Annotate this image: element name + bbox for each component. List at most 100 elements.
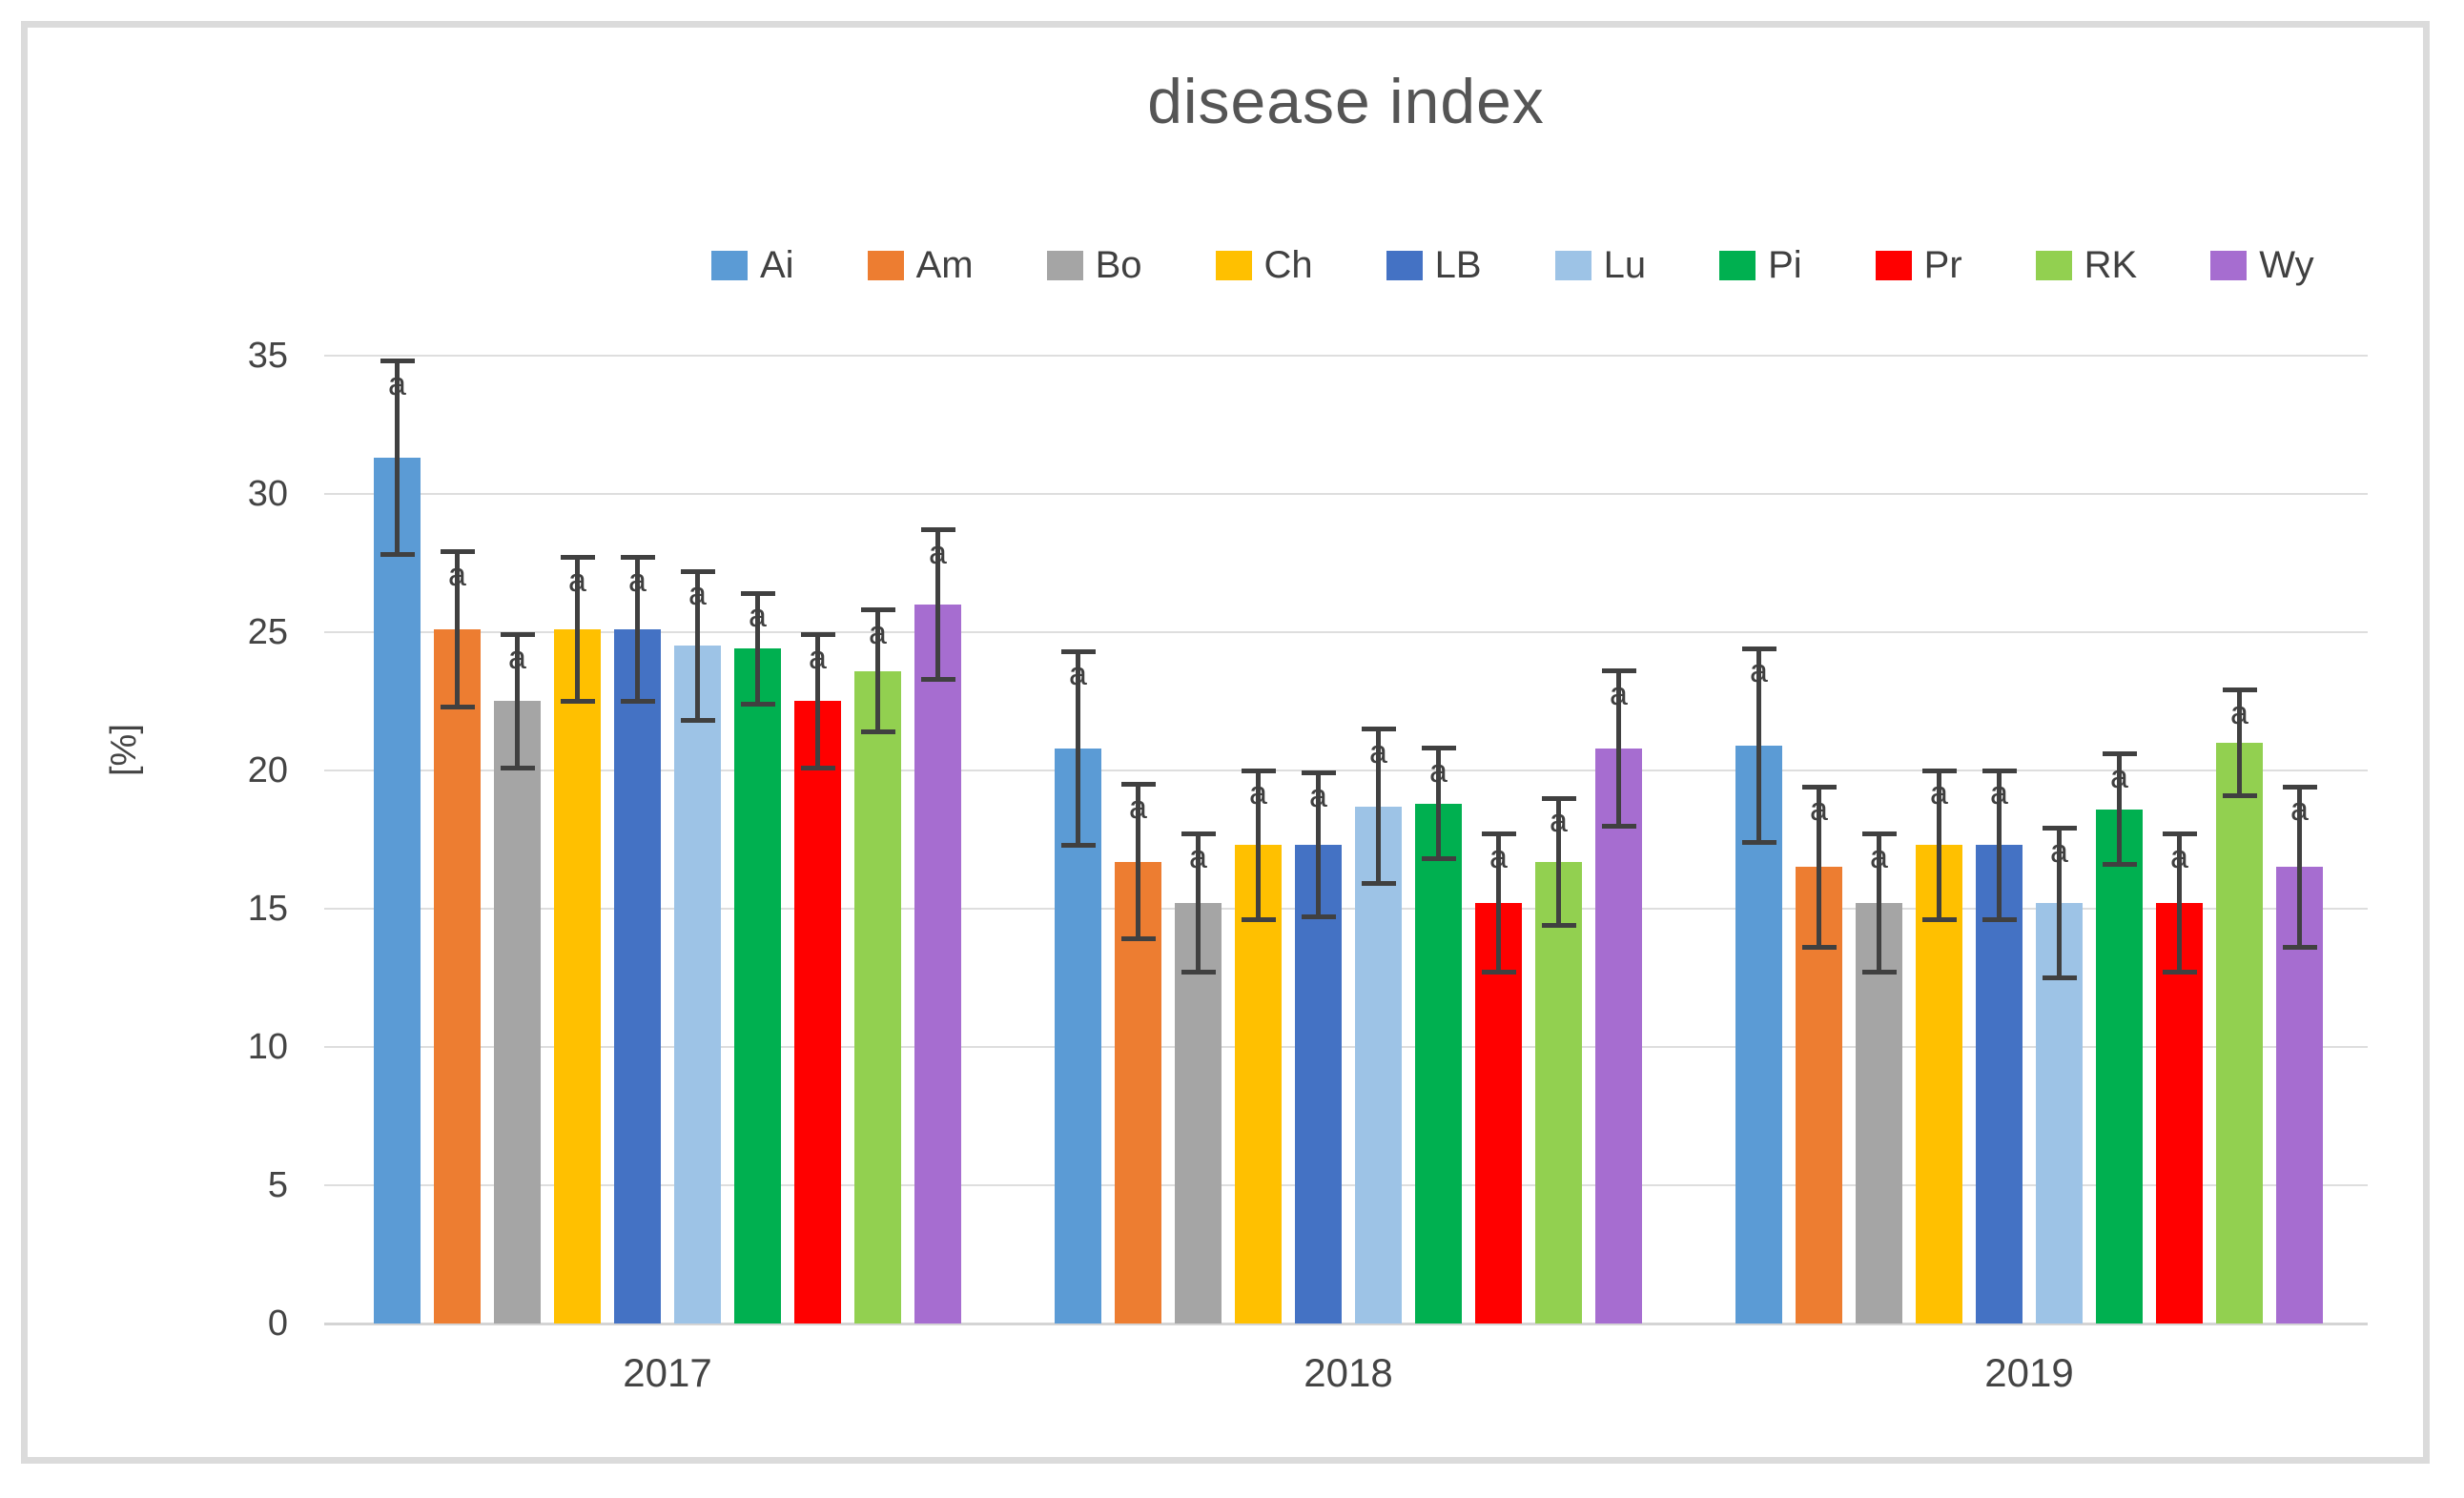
error-bar-cap: [860, 728, 895, 734]
legend-item[interactable]: Pi: [1719, 244, 1802, 287]
error-bar: [1196, 833, 1201, 973]
error-bar-cap: [1861, 831, 1897, 837]
y-tick-label: 10: [247, 1027, 288, 1067]
y-tick-label: 35: [247, 336, 288, 376]
bar-ch-2019[interactable]: [1916, 845, 1962, 1324]
error-bar-cap: [620, 555, 655, 561]
error-bar: [2117, 753, 2122, 865]
legend-label: Ai: [760, 243, 794, 286]
sig-letter: a: [1990, 775, 2008, 811]
sig-letter: a: [1069, 656, 1087, 693]
error-bar: [635, 557, 640, 702]
error-bar-cap: [1741, 646, 1776, 651]
bar-pr-2017[interactable]: [794, 701, 841, 1324]
legend-swatch-lu: [1554, 250, 1591, 280]
bar-pi-2017[interactable]: [734, 648, 781, 1324]
sig-letter: a: [2230, 694, 2248, 731]
bar-bo-2017[interactable]: [494, 701, 541, 1324]
sig-letter: a: [1870, 838, 1888, 875]
bar-ch-2017[interactable]: [554, 629, 601, 1324]
legend-item[interactable]: Am: [867, 244, 974, 287]
error-bar-cap: [1361, 881, 1396, 887]
error-bar-cap: [2222, 792, 2257, 798]
sig-letter: a: [929, 534, 947, 571]
chart-title: disease index: [1147, 66, 1545, 136]
gridline: [324, 1046, 2368, 1048]
error-bar: [2237, 689, 2242, 796]
legend-label: Pi: [1768, 243, 1802, 286]
sig-letter: a: [1810, 791, 1828, 829]
legend-label: Bo: [1095, 243, 1142, 286]
legend-label: LB: [1434, 243, 1482, 286]
error-bar: [2177, 833, 2182, 973]
gridline: [324, 493, 2368, 495]
error-bar-cap: [560, 555, 595, 561]
legend-label: Wy: [2259, 243, 2314, 286]
error-bar-cap: [1120, 936, 1156, 942]
error-bar: [1556, 798, 1561, 926]
legend-item[interactable]: LB: [1386, 244, 1482, 287]
error-bar-cap: [1481, 970, 1516, 975]
bar-rk-2017[interactable]: [854, 671, 901, 1324]
error-bar: [1316, 772, 1321, 917]
x-tick-label-2019: 2019: [1984, 1350, 2074, 1395]
sig-letter: a: [1309, 777, 1327, 814]
bar-lu-2018[interactable]: [1355, 807, 1402, 1324]
sig-letter: a: [1610, 675, 1628, 712]
sig-letter: a: [1429, 752, 1448, 790]
y-tick-label: 5: [267, 1165, 288, 1205]
legend-label: Pr: [1923, 243, 1962, 286]
bar-rk-2018[interactable]: [1535, 862, 1582, 1324]
error-bar: [1436, 748, 1441, 859]
legend-item[interactable]: Pr: [1875, 243, 1962, 287]
bar-am-2017[interactable]: [434, 629, 481, 1324]
legend-item[interactable]: Lu: [1554, 244, 1646, 287]
legend-label: Ch: [1263, 243, 1313, 286]
legend-item[interactable]: Bo: [1046, 243, 1142, 287]
error-bar: [1817, 787, 1821, 948]
error-bar: [695, 571, 700, 721]
y-tick-label: 0: [267, 1303, 288, 1344]
gridline: [324, 355, 2368, 357]
error-bar-cap: [920, 527, 955, 533]
error-bar-cap: [440, 704, 475, 709]
legend-swatch-am: [867, 250, 904, 280]
error-bar-cap: [920, 676, 955, 682]
error-bar-cap: [2042, 826, 2077, 831]
error-bar: [395, 360, 400, 555]
bar-wy-2017[interactable]: [914, 605, 961, 1324]
bar-lu-2017[interactable]: [674, 646, 721, 1324]
error-bar-cap: [1481, 831, 1516, 837]
error-bar: [1756, 648, 1761, 843]
error-bar-cap: [1981, 768, 2017, 773]
bar-pi-2019[interactable]: [2096, 810, 2143, 1324]
error-bar: [935, 529, 940, 680]
error-bar-cap: [2162, 970, 2197, 975]
legend-item[interactable]: Ch: [1215, 243, 1313, 287]
legend-item[interactable]: RK: [2035, 244, 2137, 287]
legend-item[interactable]: Ai: [711, 244, 794, 287]
bar-ch-2018[interactable]: [1235, 845, 1282, 1324]
legend-item[interactable]: Wy: [2210, 243, 2314, 287]
bar-ai-2017[interactable]: [374, 458, 421, 1324]
bar-pi-2018[interactable]: [1415, 804, 1462, 1324]
error-bar-cap: [2282, 945, 2317, 951]
sig-letter: a: [1249, 775, 1267, 811]
sig-letter: a: [749, 598, 767, 635]
x-axis-line: [324, 1323, 2368, 1325]
error-bar-cap: [2102, 751, 2137, 757]
bar-lb-2018[interactable]: [1295, 845, 1342, 1324]
bar-lb-2017[interactable]: [614, 629, 661, 1324]
error-bar-cap: [620, 699, 655, 704]
error-bar-cap: [1181, 831, 1216, 837]
legend-swatch-ai: [711, 250, 748, 280]
error-bar-cap: [440, 549, 475, 555]
bar-rk-2019[interactable]: [2216, 743, 2263, 1324]
bar-lb-2019[interactable]: [1976, 845, 2023, 1324]
error-bar-cap: [1301, 770, 1336, 776]
error-bar: [1496, 833, 1501, 973]
legend-swatch-pi: [1719, 250, 1756, 280]
error-bar-cap: [680, 568, 715, 574]
bar-wy-2018[interactable]: [1595, 749, 1642, 1324]
gridline: [324, 770, 2368, 771]
